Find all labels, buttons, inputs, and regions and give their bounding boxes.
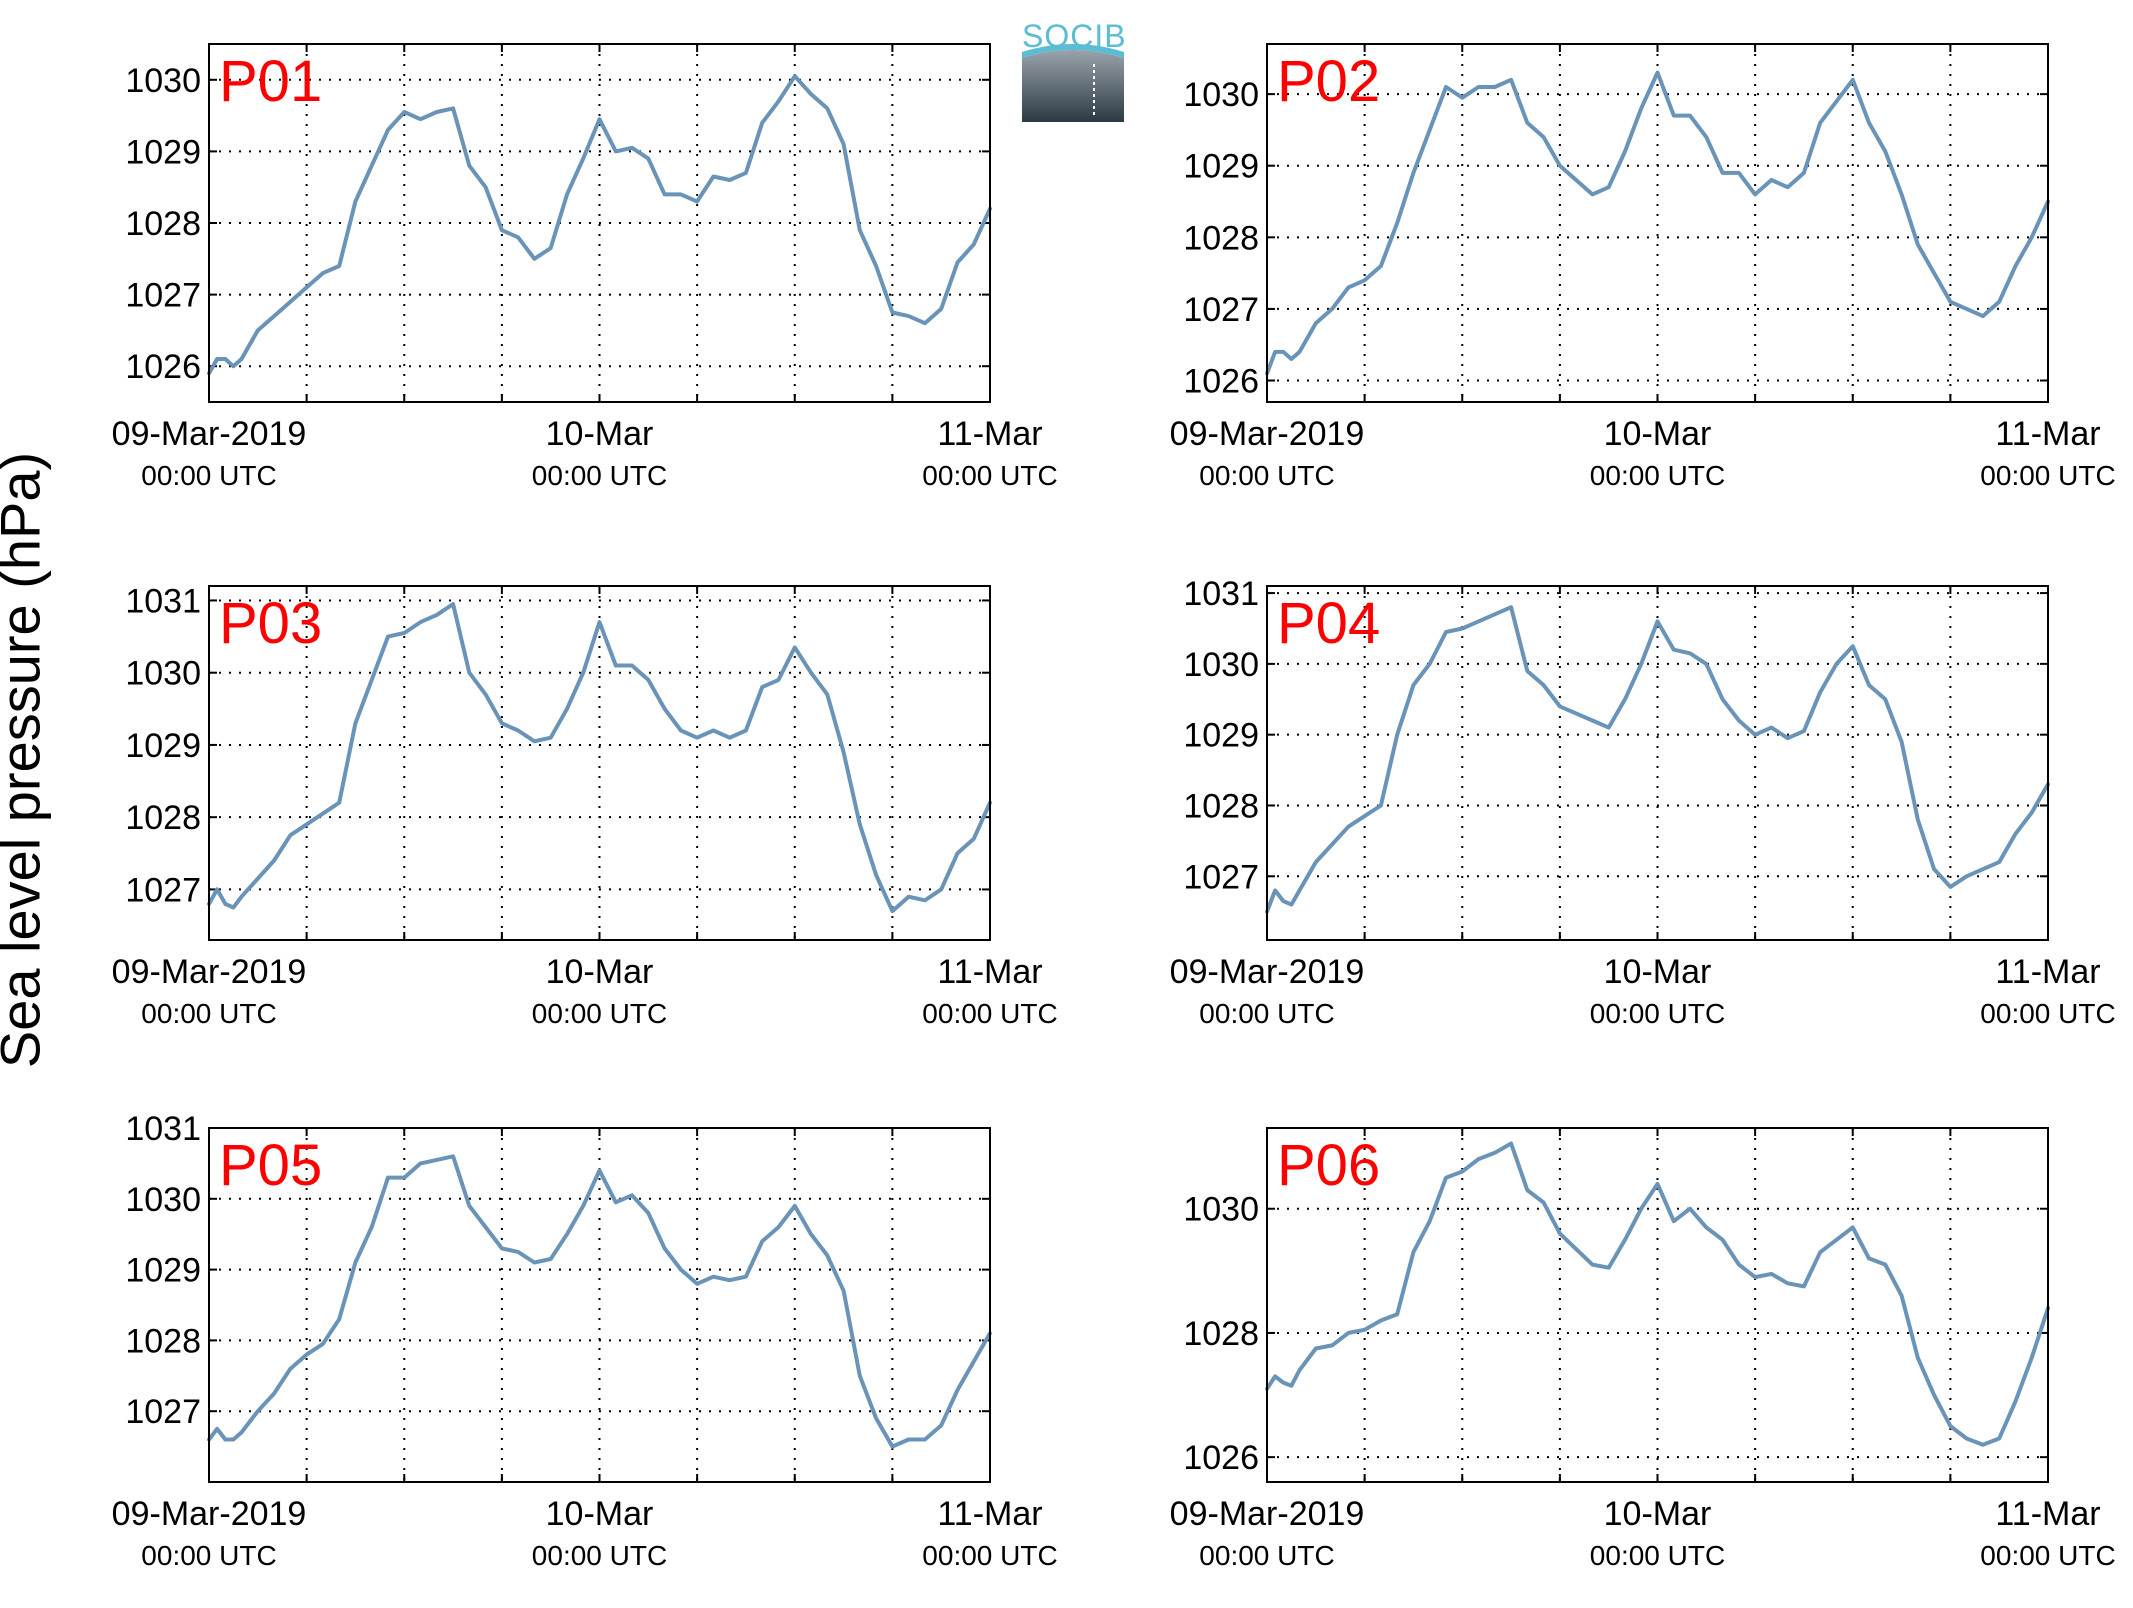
series-line	[1265, 70, 2050, 376]
y-tick-label: 1029	[125, 1252, 201, 1290]
x-tick-label-time: 00:00 UTC	[532, 998, 667, 1029]
y-tick-label: 1029	[1183, 717, 1259, 755]
axes-frame	[1266, 1127, 2049, 1483]
y-tick-label: 1027	[125, 871, 201, 909]
x-tick-label-time: 00:00 UTC	[1590, 460, 1725, 491]
series-line	[1265, 605, 2050, 914]
y-tick-label: 1030	[1183, 76, 1259, 114]
chart-panel-p04: 1027 1028 1029 1030 1031 09-Mar-2019 00:00 UTC…	[1170, 575, 2116, 1029]
y-tick-label: 1029	[125, 133, 201, 171]
x-tick-label-time: 00:00 UTC	[1199, 1540, 1334, 1571]
y-tick-label: 1026	[1183, 363, 1259, 401]
series-line	[1265, 1141, 2050, 1447]
y-tick-label: 1030	[125, 655, 201, 693]
y-tick-label: 1028	[1183, 787, 1259, 825]
x-tick-label-date: 10-Mar	[546, 415, 654, 453]
x-tick-label-time: 00:00 UTC	[141, 1540, 276, 1571]
x-tick-label-time: 00:00 UTC	[1980, 460, 2115, 491]
x-tick-label-date: 09-Mar-2019	[112, 1495, 307, 1533]
y-tick-label: 1028	[125, 799, 201, 837]
chart-panel-p05: 1027 1028 1029 1030 1031 09-Mar-2019 00:00 UTC…	[112, 1110, 1058, 1571]
x-tick-label-date: 11-Mar	[937, 415, 1042, 453]
y-tick-label: 1030	[125, 1181, 201, 1219]
x-tick-label-date: 10-Mar	[546, 1495, 654, 1533]
panel-label: P01	[219, 49, 322, 114]
y-tick-label: 1028	[1183, 1315, 1259, 1353]
y-tick-label: 1030	[125, 62, 201, 100]
panel-label: P02	[1277, 49, 1380, 114]
x-tick-label-time: 00:00 UTC	[1590, 998, 1725, 1029]
y-tick-label: 1029	[1183, 148, 1259, 186]
panel-label: P06	[1277, 1133, 1380, 1198]
series-line	[207, 1154, 992, 1449]
axes-frame	[208, 585, 991, 941]
x-tick-label-time: 00:00 UTC	[1980, 998, 2115, 1029]
x-tick-label-date: 11-Mar	[937, 1495, 1042, 1533]
socib-logo: SOCIB	[1022, 18, 1127, 122]
x-tick-label-time: 00:00 UTC	[922, 1540, 1057, 1571]
panel-label: P04	[1277, 591, 1380, 656]
x-tick-label-time: 00:00 UTC	[141, 998, 276, 1029]
x-tick-label-time: 00:00 UTC	[532, 460, 667, 491]
panel-label: P05	[219, 1133, 322, 1198]
x-tick-label-date: 11-Mar	[937, 953, 1042, 991]
x-tick-label-date: 11-Mar	[1995, 953, 2100, 991]
x-tick-label-date: 10-Mar	[546, 953, 654, 991]
axes-frame	[1266, 43, 2049, 403]
y-tick-label: 1027	[125, 277, 201, 315]
y-tick-label: 1030	[1183, 1191, 1259, 1229]
chart-panel-p01: 1026 1027 1028 1029 1030 09-Mar-2019 00:00 UTC…	[112, 43, 1058, 491]
x-tick-label-date: 11-Mar	[1995, 415, 2100, 453]
chart-panel-p03: 1027 1028 1029 1030 1031 09-Mar-2019 00:00 UTC…	[112, 582, 1058, 1029]
x-tick-label-date: 09-Mar-2019	[112, 953, 307, 991]
x-tick-label-date: 11-Mar	[1995, 1495, 2100, 1533]
x-tick-label-date: 10-Mar	[1604, 1495, 1712, 1533]
y-tick-label: 1027	[1183, 291, 1259, 329]
x-tick-label-date: 09-Mar-2019	[1170, 1495, 1365, 1533]
axes-frame	[208, 1127, 991, 1483]
axes-frame	[1266, 585, 2049, 941]
x-tick-label-time: 00:00 UTC	[1199, 460, 1334, 491]
y-tick-label: 1031	[125, 582, 201, 620]
y-tick-label: 1028	[125, 205, 201, 243]
chart-panel-p02: 1026 1027 1028 1029 1030 09-Mar-2019 00:00 UTC…	[1170, 43, 2116, 491]
y-tick-label: 1027	[125, 1393, 201, 1431]
y-axis-label-text: Sea level pressure (hPa)	[0, 451, 52, 1069]
y-tick-label: 1029	[125, 727, 201, 765]
series-line	[207, 74, 992, 376]
x-tick-label-time: 00:00 UTC	[1590, 1540, 1725, 1571]
x-tick-label-date: 09-Mar-2019	[1170, 415, 1365, 453]
y-tick-label: 1028	[125, 1322, 201, 1360]
y-tick-label: 1031	[1183, 575, 1259, 613]
y-tick-label: 1027	[1183, 858, 1259, 896]
socib-logo-icon	[1022, 44, 1124, 122]
y-tick-label: 1026	[125, 348, 201, 386]
x-tick-label-time: 00:00 UTC	[1199, 998, 1334, 1029]
panel-label: P03	[219, 591, 322, 656]
x-tick-label-date: 09-Mar-2019	[1170, 953, 1365, 991]
x-tick-label-date: 09-Mar-2019	[112, 415, 307, 453]
x-tick-label-date: 10-Mar	[1604, 415, 1712, 453]
x-tick-label-date: 10-Mar	[1604, 953, 1712, 991]
socib-logo-text: SOCIB	[1022, 18, 1127, 54]
x-tick-label-time: 00:00 UTC	[532, 1540, 667, 1571]
x-tick-label-time: 00:00 UTC	[1980, 1540, 2115, 1571]
y-tick-label: 1028	[1183, 219, 1259, 257]
axes-frame	[208, 43, 991, 403]
series-line	[207, 602, 992, 914]
x-tick-label-time: 00:00 UTC	[141, 460, 276, 491]
x-tick-label-time: 00:00 UTC	[922, 998, 1057, 1029]
y-tick-label: 1031	[125, 1110, 201, 1148]
y-tick-label: 1030	[1183, 646, 1259, 684]
chart-panel-p06: 1026 1028 1030 09-Mar-2019 00:00 UTC 10-Mar 00…	[1170, 1127, 2116, 1571]
x-tick-label-time: 00:00 UTC	[922, 460, 1057, 491]
y-tick-label: 1026	[1183, 1439, 1259, 1477]
